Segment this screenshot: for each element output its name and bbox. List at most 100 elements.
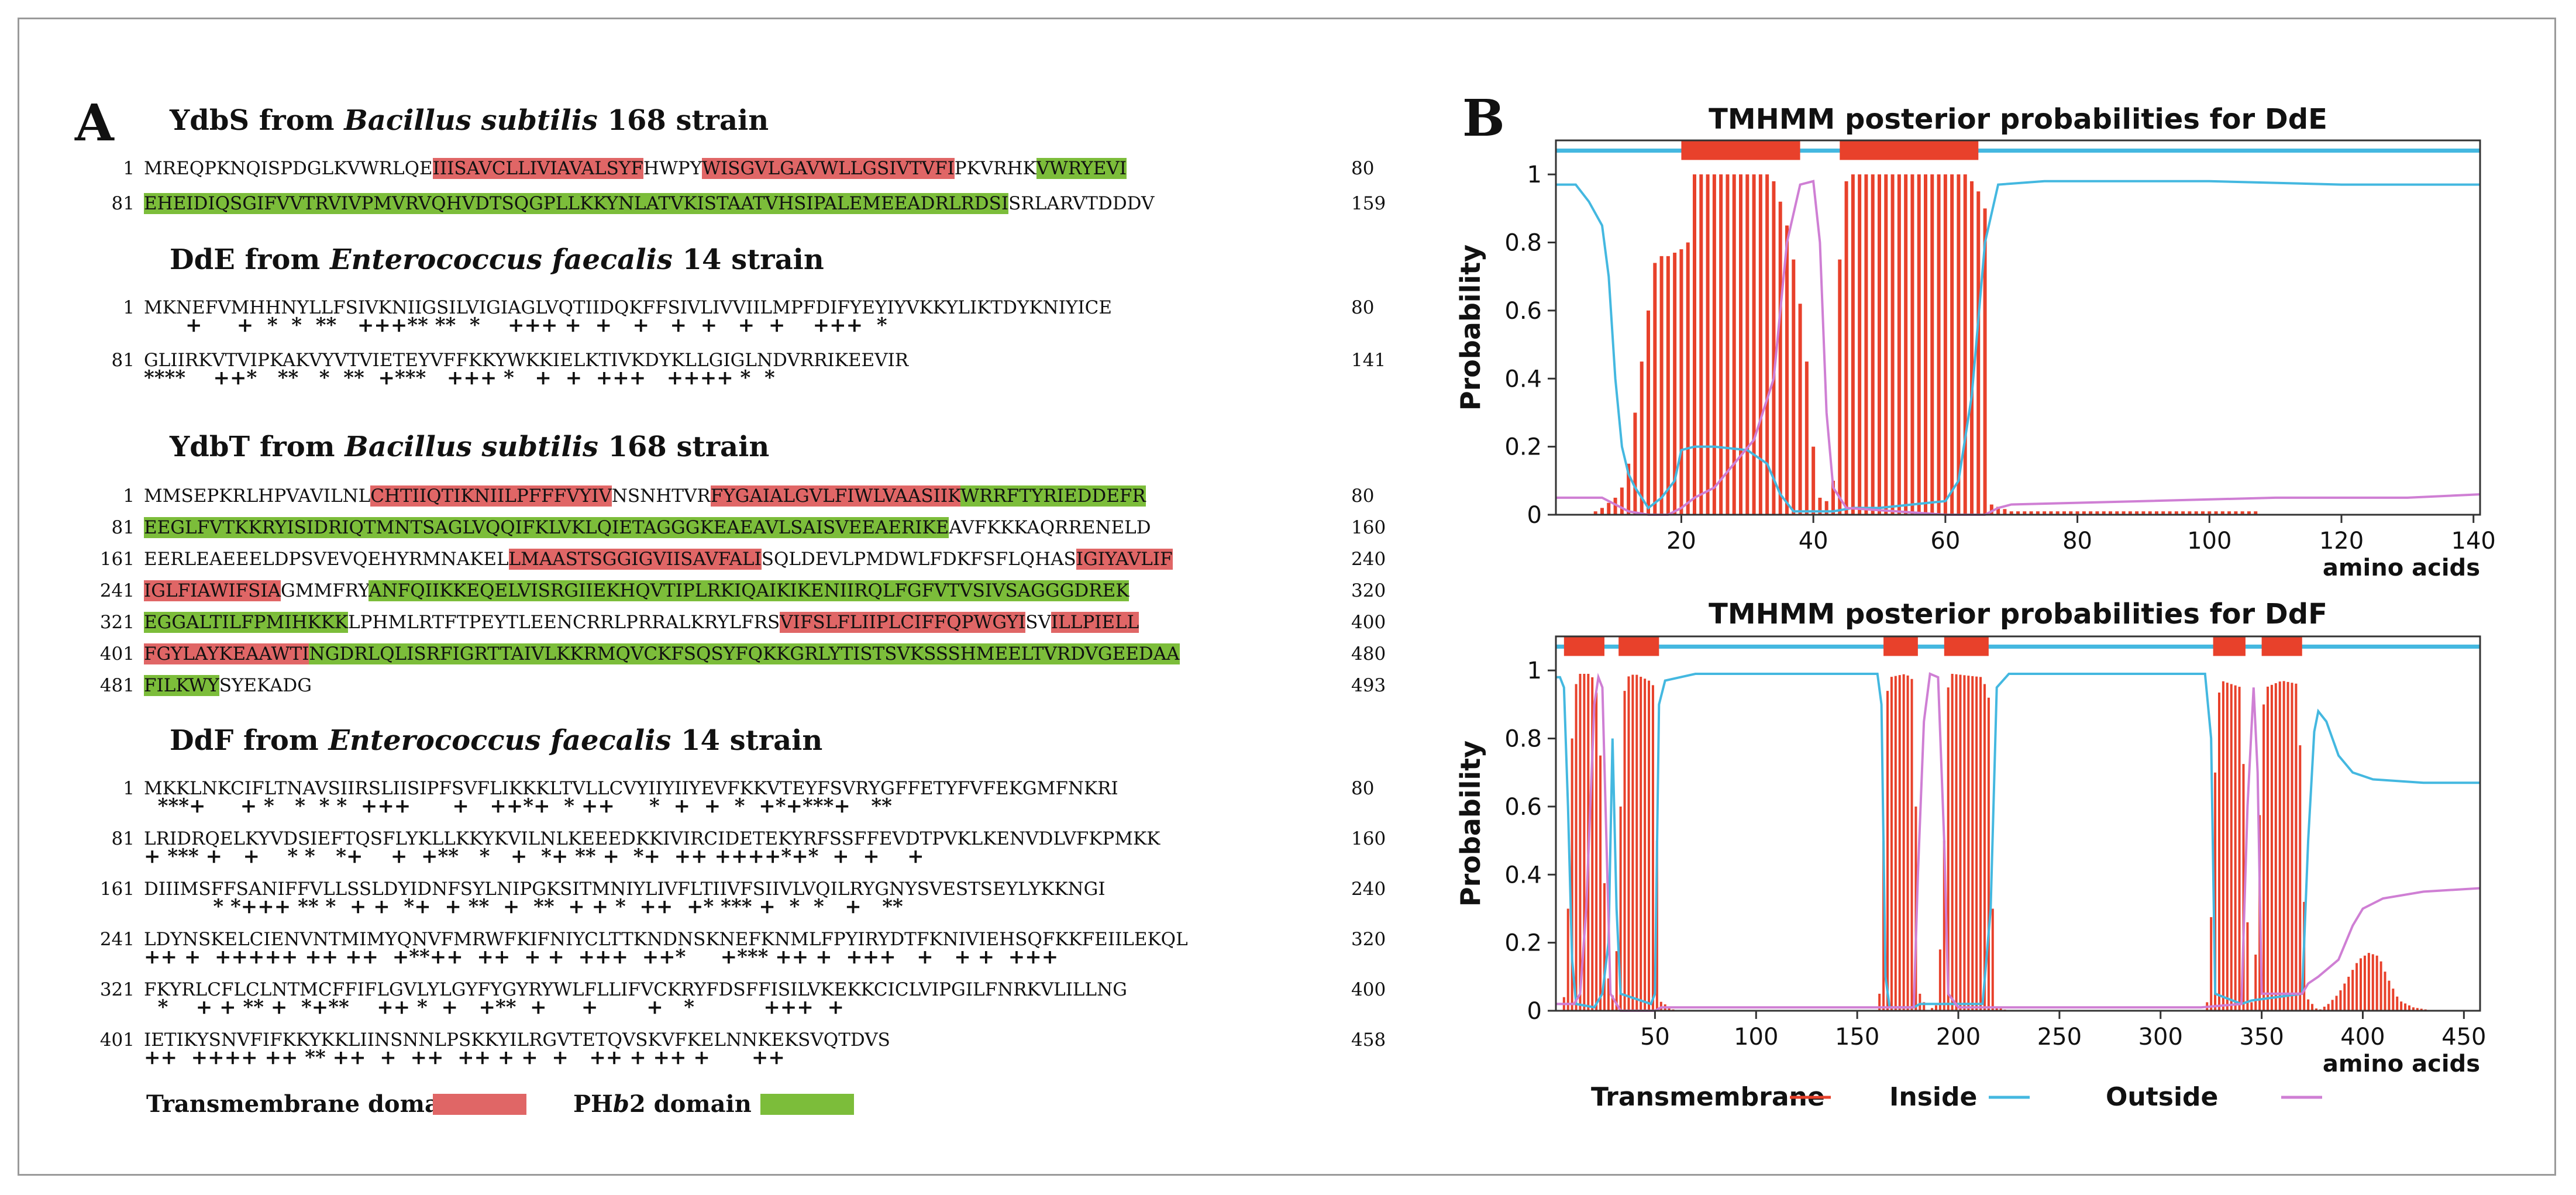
conservation-marks: + *** + + * * *+ + +** * + *+ ** + *+ ++… [144, 845, 924, 868]
figure-frame [18, 18, 2556, 1176]
transmembrane-segment: IGLFIAWIFSIA [144, 580, 281, 601]
ddf-title: DdF from Enterococcus faecalis 14 strain [170, 724, 823, 757]
legend-tm-label: Transmembrane domain [146, 1090, 466, 1118]
ydbt-row-6: 401 FGYLAYKEAAWTINGDRLQLISRFIGRTTAIVLKKRM… [94, 643, 1180, 664]
transmembrane-segment: WISGVLGAVWLLGSIVTVFI [702, 158, 955, 179]
ydbt-row-1: 1 MMSEPKRLHPVAVILNLCHTIIQTIKNIILPFFFVYIVN… [94, 485, 1146, 507]
sequence-segment: HWPY [643, 158, 702, 179]
residue-end-number: 159 [1351, 193, 1386, 214]
ydbt-row-7: 481 FILKWYSYEKADG [94, 675, 312, 696]
residue-end-number: 400 [1351, 612, 1386, 633]
y-tick-label: 0.8 [1504, 230, 1542, 257]
residue-start-number: 81 [111, 828, 135, 849]
topology-tm-block [1840, 141, 1979, 160]
ydbt-row-5: 321 EGGALTILFPMIHKKKLPHMLRTFTPEYTLEENCRRL… [94, 612, 1139, 633]
residue-end-number: 141 [1351, 350, 1386, 371]
topology-tm-block [1883, 637, 1918, 656]
topology-tm-block [1944, 637, 1989, 656]
residue-start-number: 161 [99, 879, 135, 900]
panel-b-letter: B [1462, 89, 1505, 148]
y-tick-label: 0.6 [1504, 794, 1542, 821]
dde-row-2: 81 GLIIRKVTVIPKAKVYVTVIETEYVFFKKYWKKIELKT… [94, 350, 909, 371]
phb2-segment: EGGALTILFPMIHKKK [144, 612, 348, 633]
residue-end-number: 80 [1351, 158, 1375, 179]
plot-frame [1555, 635, 2481, 1012]
residue-end-number: 80 [1351, 485, 1375, 507]
x-tick-label: 450 [2441, 1024, 2486, 1051]
residue-start-number: 161 [99, 549, 135, 570]
inside-line [1556, 180, 2480, 513]
outside-line [1556, 180, 2481, 516]
x-tick-label: 60 [1930, 528, 1960, 555]
sequence-segment: SYEKADG [219, 675, 312, 696]
conservation-marks: ***+ + * * * * +++ + ++*+ * ++ * + + * +… [144, 794, 892, 818]
sequence-segment: AVFKKKAQRRENELD [949, 517, 1151, 538]
x-tick-label: 50 [1640, 1024, 1670, 1051]
sequence-segment: DIIIMSFFSANIFFVLLSSLDYIDNFSYLNIPGKSITMNI… [144, 879, 1106, 900]
conservation-marks: ++ + +++++ ++ ++ +**++ ++ + + +++ ++* +*… [144, 945, 1059, 969]
residue-end-number: 160 [1351, 828, 1386, 849]
dde-row-1: 1 MKNEFVMHHNYLLFSIVKNIIGSILVIGIAGLVQTIIDQ… [94, 297, 1112, 318]
phb2-segment: NGDRLQLISRFIGRTTAIVLKKRMQVCKFSQSYFQKKGRL… [309, 643, 1180, 664]
x-tick-label: 100 [1734, 1024, 1778, 1051]
ddf-row-2: 81 LRIDRQELKYVDSIEFTQSFLYKLLKKYKVILNLKEEE… [94, 828, 1160, 849]
topology-tm-block [2261, 637, 2302, 656]
ydbt-row-3: 161 EERLEAEEELDPSVEVQEHYRMNAKELLMAASTSGGI… [94, 549, 1173, 570]
transmembrane-segment: VIFSLFLIIPLCIFFQPWGYI [780, 612, 1026, 633]
ydbs-row-2: 81 EHEIDIQSGIFVVTRVIVPMVRVQHVDTSQGPLLKKYN… [94, 193, 1154, 214]
residue-start-number: 481 [99, 675, 135, 696]
x-tick-label: 40 [1799, 528, 1828, 555]
y-tick-label: 1 [1527, 657, 1542, 684]
sequence-segment: MKNEFVMHHNYLLFSIVKNIIGSILVIGIAGLVQTIIDQK… [144, 297, 1113, 318]
legend-tm-swatch [433, 1094, 526, 1115]
y-tick-label: 0.4 [1504, 862, 1542, 888]
transmembrane-segment: IGIYAVLIF [1076, 549, 1173, 570]
sequence-segment: LPHMLRTFTPEYTLEENCRRLPRRALKRYLFRS [347, 612, 780, 633]
ydbt-row-2: 81 EEGLFVTKKRYISIDRIQTMNTSAGLVQQIFKLVKLQI… [94, 517, 1151, 538]
residue-end-number: 493 [1351, 675, 1386, 696]
phb2-segment: WRRFTYRIEDDEFR [960, 485, 1146, 507]
ddf-row-3: 161 DIIIMSFFSANIFFVLLSSLDYIDNFSYLNIPGKSIT… [94, 879, 1106, 900]
conservation-marks: + + * * ** +++** ** * +++ + + + + + + + … [144, 314, 887, 337]
ydbt-row-4: 241 IGLFIAWIFSIAGMMFRYANFQIIKKEQELVISRGII… [94, 580, 1129, 601]
x-tick-label: 80 [2062, 528, 2092, 555]
sequence-segment: GMMFRY [280, 580, 369, 601]
y-axis-label: Probability [1455, 244, 1486, 411]
residue-start-number: 401 [99, 1029, 135, 1051]
x-tick-label: 150 [1835, 1024, 1879, 1051]
residue-end-number: 320 [1351, 929, 1386, 950]
x-tick-label: 400 [2340, 1024, 2385, 1051]
transmembrane-segment: IIISAVCLLIVIAVALSYF [432, 158, 643, 179]
y-tick-label: 0 [1527, 998, 1542, 1025]
sequence-segment: LDYNSKELCIENVNTMIMYQNVFMRWFKIFNIYCLTTKND… [144, 929, 1188, 950]
transmembrane-segment: CHTIIQTIKNIILPFFFVYIV [370, 485, 612, 507]
panel-a-letter: A [75, 94, 114, 153]
x-axis-label: amino acids [2323, 555, 2480, 581]
conservation-marks: **** ++* ** * ** +*** +++ * + + +++ ++++… [144, 366, 775, 390]
conservation-marks: * *+++ ** * + + *+ + ** + ** + + * ++ +*… [144, 895, 903, 918]
residue-end-number: 80 [1351, 297, 1375, 318]
x-tick-label: 300 [2138, 1024, 2183, 1051]
dde-title: DdE from Enterococcus faecalis 14 strain [170, 243, 824, 276]
sequence-segment: MKKLNKCIFLTNAVSIIRSLIISIPFSVFLIKKKLTVLLC… [144, 778, 1118, 799]
residue-start-number: 401 [99, 643, 135, 664]
sequence-segment: SQLDEVLPMDWLFDKFSFLQHAS [761, 549, 1076, 570]
ddf-row-1: 1 MKKLNKCIFLTNAVSIIRSLIISIPFSVFLIKKKLTVLL… [94, 778, 1118, 799]
residue-end-number: 240 [1351, 549, 1386, 570]
residue-start-number: 1 [123, 485, 135, 507]
phb2-segment: FILKWY [144, 675, 219, 696]
x-axis-label: amino acids [2323, 1051, 2480, 1077]
y-tick-label: 0 [1527, 502, 1542, 529]
sequence-segment: FKYRLCFLCLNTMCFFIFLGVLYLGYFYGYRYWLFLLIFV… [144, 979, 1127, 1000]
transmembrane-segment: FYGAIALGVLFIWLVAASIIK [710, 485, 961, 507]
y-tick-label: 1 [1527, 161, 1542, 188]
x-tick-label: 140 [2451, 528, 2496, 555]
topology-tm-block [2213, 637, 2246, 656]
sequence-segment: NSNHTVR [611, 485, 711, 507]
sequence-segment: EERLEAEEELDPSVEVQEHYRMNAKEL [144, 549, 509, 570]
ydbt-title: YdbT from Bacillus subtilis 168 strain [170, 431, 770, 463]
inside-line [1556, 673, 2480, 1009]
sequence-segment: SV [1025, 612, 1051, 633]
residue-start-number: 1 [123, 778, 135, 799]
